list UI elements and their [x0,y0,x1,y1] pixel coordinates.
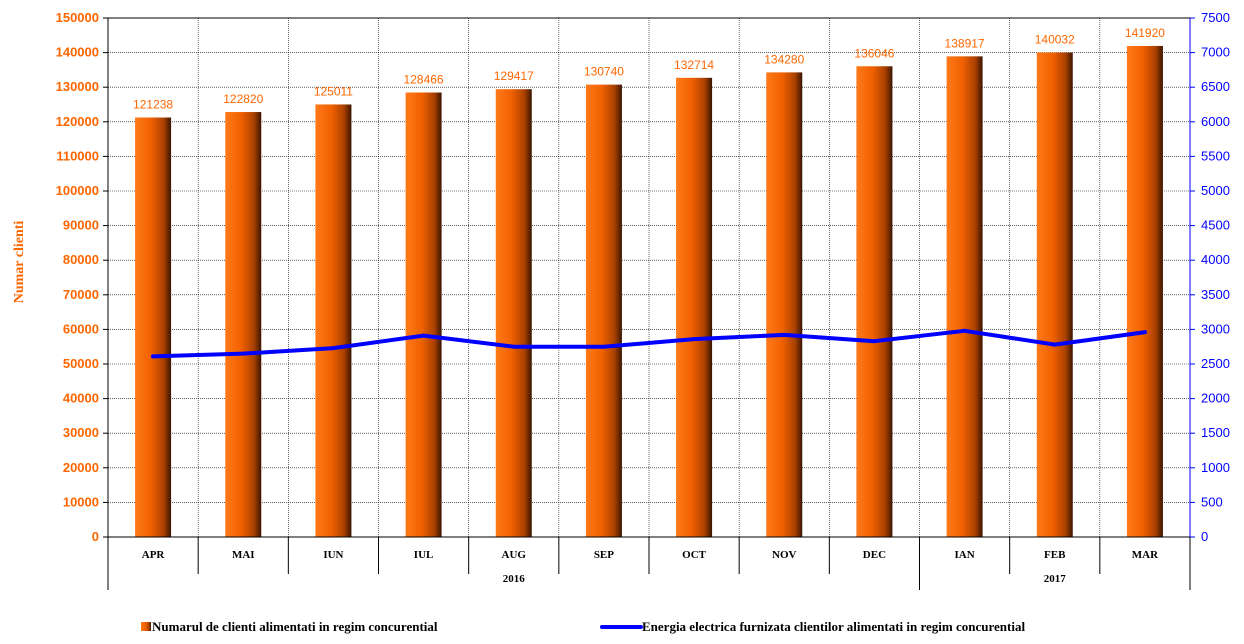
line-point [421,333,426,338]
bar [1036,52,1073,537]
y-tick-label: 150000 [56,10,99,25]
y2-tick-label: 2000 [1201,391,1230,406]
bar-data-label: 130740 [584,65,624,79]
y2-tick-label: 7000 [1201,45,1230,60]
y-tick-label: 110000 [56,148,99,163]
x-tick-label: AUG [502,549,527,561]
line-point [872,339,877,344]
y2-tick-label: 6500 [1201,79,1230,94]
bar [225,112,262,538]
y2-tick-label: 4000 [1201,252,1230,267]
x-tick-label: IUN [323,549,343,561]
x-tick-label: IAN [954,549,974,561]
y2-tick-label: 5000 [1201,183,1230,198]
y-tick-label: 100000 [56,183,99,198]
legend: Numarul de clienti alimentati in regim c… [141,619,1025,634]
bar-data-label: 128466 [404,73,444,87]
bar [585,84,622,538]
y-tick-label: 10000 [63,494,99,509]
grid [108,17,1190,537]
bar [315,104,352,537]
line-point [962,328,967,333]
bar [495,89,532,538]
line-series [151,328,1147,359]
bar [676,77,713,537]
x-tick-label: IUL [414,549,434,561]
bar [135,117,172,538]
x-tick-label: FEB [1044,549,1066,561]
y2-tick-label: 3500 [1201,287,1230,302]
line-point [511,344,516,349]
x-group-label: 2016 [503,573,526,585]
bar-data-label: 138917 [945,36,985,50]
x-tick-label: DEC [863,549,886,561]
bar-data-label: 122820 [223,92,263,106]
y2-tick-label: 500 [1201,494,1223,509]
x-group-label: 2017 [1044,573,1067,585]
y-tick-label: 60000 [63,321,99,336]
y2-tick-label: 4500 [1201,218,1230,233]
bar-data-label: 136046 [854,46,894,60]
y-tick-label: 80000 [63,252,99,267]
plot-area [107,17,1191,538]
line-point [782,332,787,337]
axes: 0100002000030000400005000060000700008000… [56,10,1230,590]
bar [946,56,983,538]
bar [766,72,803,537]
y2-tick-label: 0 [1201,529,1208,544]
line-point [1052,342,1057,347]
bar-data-label: 125011 [314,84,353,98]
y2-tick-label: 2500 [1201,356,1230,371]
y-tick-label: 30000 [63,425,99,440]
y2-tick-label: 3000 [1201,321,1230,336]
series-line [151,328,1147,359]
y-tick-label: 40000 [63,391,99,406]
bar-data-label: 140032 [1035,32,1075,46]
y2-tick-label: 7500 [1201,10,1230,25]
y-tick-label: 90000 [63,218,99,233]
y2-tick-label: 1500 [1201,425,1230,440]
y-tick-label: 130000 [56,79,99,94]
bar-data-label: 134280 [764,52,804,66]
x-tick-label: MAR [1132,549,1159,561]
y2-tick-label: 5500 [1201,148,1230,163]
bar [856,66,893,538]
legend-label-bar: Numarul de clienti alimentati in regim c… [152,619,438,634]
bar-data-label: 129417 [494,69,534,83]
line-point [241,351,246,356]
bar-data-label: 121238 [133,98,173,112]
legend-label-line: Energia electrica furnizata clientilor a… [642,619,1025,634]
y-tick-label: 50000 [63,356,99,371]
line-point [601,344,606,349]
y-tick-label: 70000 [63,287,99,302]
x-tick-label: MAI [232,549,255,561]
y-axis-label: Numar clienti [12,221,27,304]
x-tick-label: NOV [772,549,797,561]
bar-data-label: 132714 [674,58,714,72]
y-tick-label: 140000 [56,45,99,60]
x-tick-label: SEP [594,549,614,561]
y-tick-label: 0 [92,529,99,544]
line-point [151,354,156,359]
line-point [331,346,336,351]
x-tick-label: OCT [682,549,707,561]
x-tick-label: APR [142,549,166,561]
bar [1126,45,1163,538]
bar-data-label: 141920 [1125,26,1165,40]
y-tick-label: 20000 [63,460,99,475]
line-point [1142,330,1147,335]
bars: 121238 122820 125011 128466 129417 130740 1327… [133,26,1165,538]
legend-swatch-bar [141,622,151,631]
y-tick-label: 120000 [56,114,99,129]
y2-tick-label: 1000 [1201,460,1230,475]
line-point [692,337,697,342]
bar [405,92,442,538]
y2-tick-label: 6000 [1201,114,1230,129]
